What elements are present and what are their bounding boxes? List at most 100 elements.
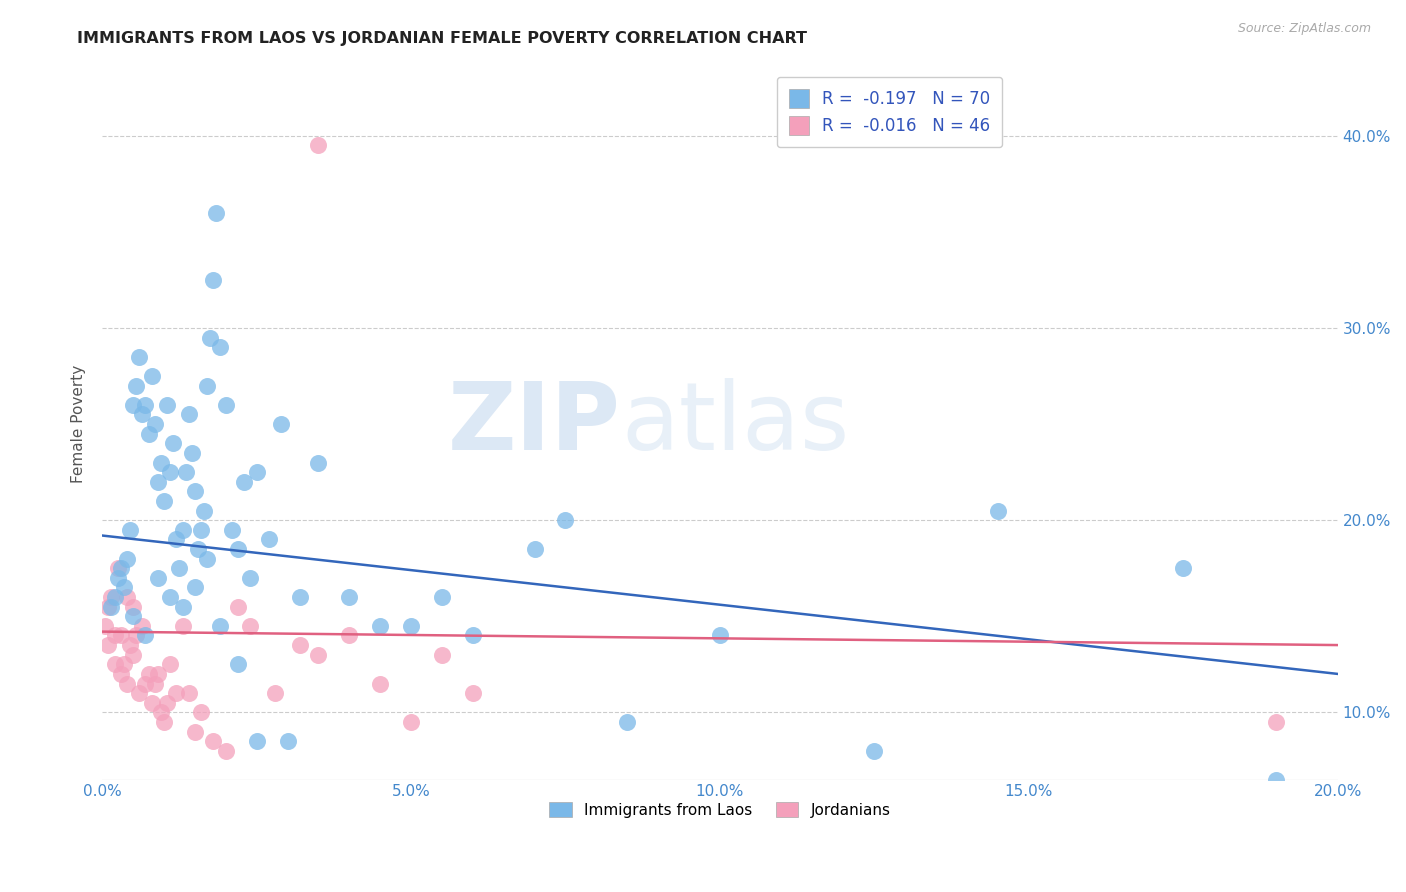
Point: [1173, 561, 1195, 575]
Point: [172, 619, 194, 633]
Point: [523, 541, 546, 556]
Point: [138, 666, 160, 681]
Point: [97, 638, 120, 652]
Text: atlas: atlas: [621, 378, 849, 470]
Point: [184, 484, 207, 499]
Point: [215, 398, 238, 412]
Point: [430, 648, 453, 662]
Point: [205, 205, 228, 219]
Point: [134, 398, 156, 412]
Point: [153, 714, 176, 729]
Point: [264, 686, 287, 700]
Point: [153, 494, 176, 508]
Point: [461, 628, 484, 642]
Point: [193, 503, 215, 517]
Point: [131, 408, 153, 422]
Point: [159, 465, 181, 479]
Point: [709, 628, 731, 642]
Point: [107, 561, 129, 575]
Point: [141, 369, 163, 384]
Point: [107, 571, 129, 585]
Point: [195, 378, 218, 392]
Point: [307, 455, 329, 469]
Point: [149, 706, 172, 720]
Point: [115, 676, 138, 690]
Point: [461, 686, 484, 700]
Point: [863, 744, 886, 758]
Point: [143, 676, 166, 690]
Text: ZIP: ZIP: [449, 378, 621, 470]
Point: [233, 475, 256, 489]
Point: [554, 513, 576, 527]
Point: [288, 638, 311, 652]
Point: [246, 465, 269, 479]
Point: [215, 744, 238, 758]
Point: [103, 590, 125, 604]
Point: [118, 523, 141, 537]
Point: [165, 533, 187, 547]
Y-axis label: Female Poverty: Female Poverty: [72, 365, 86, 483]
Point: [174, 465, 197, 479]
Point: [288, 590, 311, 604]
Point: [146, 475, 169, 489]
Point: [190, 706, 212, 720]
Point: [110, 628, 132, 642]
Point: [368, 676, 391, 690]
Point: [103, 657, 125, 672]
Point: [162, 436, 184, 450]
Point: [221, 523, 243, 537]
Point: [159, 590, 181, 604]
Point: [239, 619, 262, 633]
Point: [103, 628, 125, 642]
Legend: Immigrants from Laos, Jordanians: Immigrants from Laos, Jordanians: [541, 794, 898, 825]
Point: [138, 426, 160, 441]
Point: [337, 628, 360, 642]
Point: [1264, 714, 1286, 729]
Point: [180, 446, 202, 460]
Point: [276, 734, 298, 748]
Point: [125, 628, 148, 642]
Point: [122, 398, 145, 412]
Point: [307, 648, 329, 662]
Point: [110, 666, 132, 681]
Point: [165, 686, 187, 700]
Point: [159, 657, 181, 672]
Point: [246, 734, 269, 748]
Point: [122, 609, 145, 624]
Point: [177, 686, 200, 700]
Point: [184, 581, 207, 595]
Point: [208, 619, 231, 633]
Point: [146, 666, 169, 681]
Point: [112, 581, 135, 595]
Point: [149, 455, 172, 469]
Point: [226, 541, 249, 556]
Point: [187, 541, 209, 556]
Text: Source: ZipAtlas.com: Source: ZipAtlas.com: [1237, 22, 1371, 36]
Point: [146, 571, 169, 585]
Point: [202, 273, 225, 287]
Point: [172, 523, 194, 537]
Point: [226, 657, 249, 672]
Point: [169, 561, 191, 575]
Point: [110, 561, 132, 575]
Point: [200, 330, 222, 344]
Point: [141, 696, 163, 710]
Point: [987, 503, 1010, 517]
Point: [94, 619, 117, 633]
Point: [143, 417, 166, 431]
Point: [118, 638, 141, 652]
Point: [195, 551, 218, 566]
Point: [112, 657, 135, 672]
Point: [184, 724, 207, 739]
Point: [122, 648, 145, 662]
Point: [1264, 772, 1286, 787]
Point: [128, 686, 150, 700]
Point: [226, 599, 249, 614]
Point: [122, 599, 145, 614]
Point: [100, 599, 122, 614]
Point: [97, 599, 120, 614]
Point: [270, 417, 292, 431]
Point: [115, 590, 138, 604]
Point: [177, 408, 200, 422]
Point: [307, 138, 329, 153]
